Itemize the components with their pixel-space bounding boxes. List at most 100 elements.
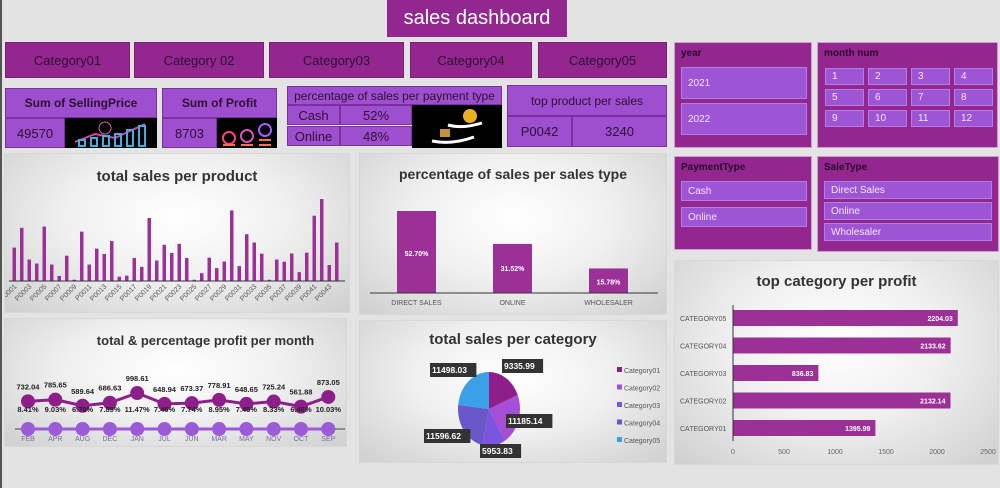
bar-P0009: [72, 279, 76, 281]
payment-type-cell: Cash: [287, 105, 340, 125]
sales-per-category-chart: total sales per category 9335.99 11185.14…: [359, 320, 667, 463]
percentage-label: 7.89%: [99, 405, 121, 414]
payment-type-slicer-label: PaymentType: [681, 162, 746, 173]
percentage-point-DEC: [102, 422, 117, 436]
bar-P0022: [170, 252, 174, 281]
bar-P0012: [95, 248, 99, 281]
bar-CATEGORY01: [733, 420, 876, 436]
profit-label: 589.64: [71, 387, 95, 396]
legend-swatch: [617, 437, 622, 442]
sale-type-slicer-label: SaleType: [824, 162, 868, 173]
payment-slicer-item[interactable]: Online: [681, 207, 807, 227]
saletype-slicer-item[interactable]: Online: [824, 202, 992, 220]
month-slicer-item[interactable]: 1: [825, 68, 864, 85]
chart-title: total sales per category: [429, 331, 597, 348]
x-tick-label: JAN: [131, 436, 144, 443]
bar-P0035: [267, 279, 271, 281]
coin-stacks-icon: [217, 118, 277, 148]
bar-P0023: [177, 243, 181, 281]
bar-P0018: [140, 266, 144, 281]
month-slicer-item[interactable]: 3: [911, 68, 950, 85]
category-button-1[interactable]: Category01: [5, 42, 130, 78]
data-label: 11185.14: [508, 416, 543, 426]
data-label: 5953.83: [482, 446, 513, 456]
x-tick-label: DIRECT SALES: [391, 300, 442, 307]
hands-money-icon: [412, 105, 502, 148]
x-tick-label: 1500: [878, 449, 894, 456]
profit-label: 732.04: [17, 382, 41, 391]
year-slicer-label: year: [681, 48, 702, 59]
bar-P0021: [162, 244, 166, 281]
bar-P0005: [42, 226, 46, 281]
profit-per-month-chart: total & percentage profit per month 732.…: [4, 318, 347, 447]
sum-profit-label: Sum of Profit: [162, 88, 277, 118]
x-tick-label: JUL: [158, 436, 171, 443]
y-tick-label: CATEGORY02: [680, 399, 727, 406]
month-slicer-item[interactable]: 4: [954, 68, 993, 85]
bar-P0028: [215, 268, 219, 281]
bar-P0037: [282, 261, 286, 281]
data-label: 31.52%: [501, 266, 526, 273]
bar-P0036: [275, 259, 279, 281]
percentage-point-APR: [48, 422, 63, 436]
category-button-5[interactable]: Category05: [538, 42, 667, 78]
x-tick-label: JUN: [185, 436, 199, 443]
month-slicer-item[interactable]: 2: [868, 68, 907, 85]
category-button-4[interactable]: Category04: [410, 42, 532, 78]
payment-type-slicer: PaymentType Cash Online: [674, 156, 812, 250]
month-slicer-item[interactable]: 7: [911, 89, 950, 106]
category-profit-chart: top category per profit 2204.03 CATEGORY0…: [674, 260, 999, 465]
x-tick-label: 2500: [980, 449, 996, 456]
data-label-box: [502, 359, 544, 373]
year-slicer-item[interactable]: 2022: [681, 103, 807, 135]
y-tick-label: CATEGORY03: [680, 371, 727, 378]
category-button-2[interactable]: Category 02: [134, 42, 264, 78]
data-label: 2133.62: [920, 344, 945, 351]
top-product-label: top product per sales: [507, 85, 667, 116]
category-button-3[interactable]: Category03: [269, 42, 404, 78]
percentage-point-MAR: [212, 422, 227, 436]
legend-entry: Category01: [624, 368, 660, 375]
year-slicer-item[interactable]: 2021: [681, 67, 807, 99]
legend-swatch: [617, 402, 622, 407]
profit-point-DEC: [102, 395, 117, 410]
profit-label: 873.05: [317, 378, 340, 387]
saletype-slicer-item[interactable]: Wholesaler: [824, 223, 992, 241]
percentage-label: 8.33%: [263, 405, 285, 414]
profit-label: 778.91: [208, 381, 231, 390]
year-slicer: year 2021 2022: [674, 42, 812, 148]
x-tick-label: 2000: [929, 449, 945, 456]
bar-P0004: [35, 263, 39, 281]
bar-CATEGORY02: [733, 392, 951, 409]
month-slicer-item[interactable]: 10: [868, 110, 907, 127]
month-slicer-item[interactable]: 6: [868, 89, 907, 106]
bar-P0011: [87, 264, 91, 281]
bar-P0043: [327, 265, 331, 281]
bar-P0038: [290, 253, 294, 281]
month-slicer-item[interactable]: 8: [954, 89, 993, 106]
bar-P0010: [80, 231, 84, 281]
payment-slicer-item[interactable]: Cash: [681, 181, 807, 201]
bar-P0041: [312, 215, 316, 281]
bar-P0006: [50, 264, 54, 281]
percentage-point-NOV: [266, 422, 281, 436]
bar-WHOLESALER: [589, 268, 628, 293]
saletype-slicer-item[interactable]: Direct Sales: [824, 181, 992, 199]
profit-point-JUL: [157, 396, 172, 411]
percentage-label: 7.46%: [154, 405, 176, 414]
sum-selling-value: 49570: [5, 118, 65, 148]
month-slicer-item[interactable]: 12: [954, 110, 993, 127]
month-slicer-item[interactable]: 9: [825, 110, 864, 127]
x-tick-label: APR: [48, 436, 62, 443]
percentage-label: 6.78%: [72, 405, 94, 414]
percentage-point-FEB: [21, 422, 35, 436]
percentage-label: 8.41%: [17, 405, 39, 414]
month-slicer-item[interactable]: 5: [825, 89, 864, 106]
sales-type-chart: percentage of sales per sales type 52.70…: [359, 153, 667, 315]
data-label-box: [430, 363, 477, 377]
profit-label: 725.24: [262, 383, 286, 392]
month-slicer-item[interactable]: 11: [911, 110, 950, 127]
bar-P0032: [245, 234, 249, 281]
month-slicer: month num 1 2 3 4 5 6 7 8 9 10 11 12: [817, 42, 998, 148]
legend-entry: Category05: [624, 438, 660, 445]
